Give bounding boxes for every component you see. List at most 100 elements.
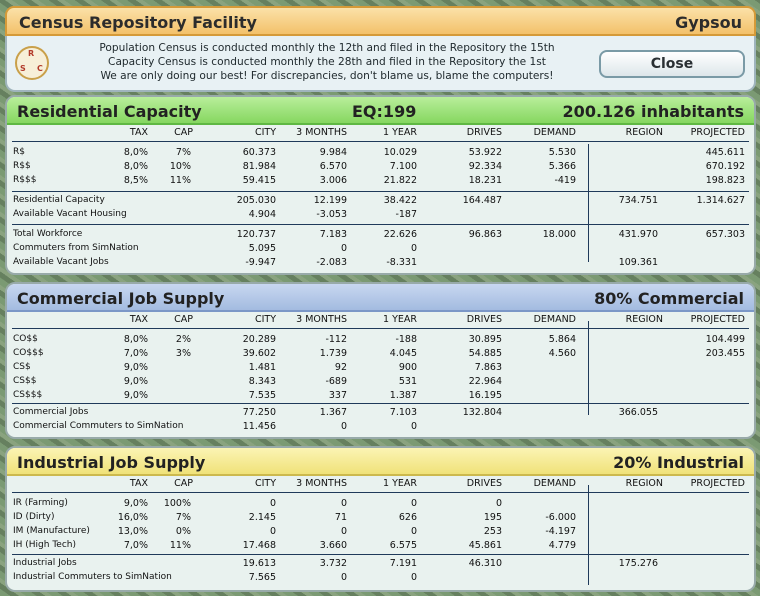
panel-summary: 200.126 inhabitants [562,102,744,121]
cell-city: 17.468 [242,540,276,551]
cell-m3: 0 [340,572,347,583]
table-divider [12,554,749,555]
panel-title: Residential Capacity [17,102,202,121]
cell-city: 59.415 [242,175,276,186]
cell-city: 11.456 [242,421,276,432]
close-button[interactable]: Close [599,50,745,78]
column-header: 1 YEAR [383,478,417,489]
cell-demand: -419 [554,175,576,186]
column-header: DEMAND [533,314,576,325]
cell-m3: -3.053 [316,209,347,220]
info-line: Population Census is conducted monthly t… [99,42,555,54]
census-info-text: Population Census is conducted monthly t… [67,41,587,83]
cell-tax: 9,0% [123,498,148,509]
column-header: CAP [174,478,193,489]
cell-region: 431.970 [618,229,658,240]
column-header: TAX [129,127,148,138]
cell-city: 1.481 [248,362,276,373]
cell-cap: 10% [169,161,191,172]
cell-cap: 11% [169,175,191,186]
cell-proj: 104.499 [705,334,745,345]
table-divider [588,321,589,415]
cell-cap: 0% [175,526,191,537]
row-label: IH (High Tech) [13,540,77,550]
cell-city: 81.984 [242,161,276,172]
cell-tax: 8,0% [123,161,148,172]
table-divider [12,492,749,493]
cell-y1: 531 [398,376,417,387]
row-label: Commercial Commuters to SimNation [13,421,184,431]
cell-demand: 5.530 [548,147,576,158]
cell-drives: 46.310 [468,558,502,569]
cell-drives: 7.863 [474,362,502,373]
cell-cap: 7% [175,147,191,158]
cell-demand: 5.864 [548,334,576,345]
row-label: CS$ [13,362,31,372]
row-label: IR (Farming) [13,498,68,508]
cell-y1: 21.822 [383,175,417,186]
row-label: Industrial Commuters to SimNation [13,572,172,582]
row-label: R$$ [13,161,31,171]
row-label: Commercial Jobs [13,407,89,417]
cell-tax: 9,0% [123,362,148,373]
cell-m3: 3.732 [319,558,347,569]
column-header: TAX [129,314,148,325]
cell-y1: 38.422 [383,195,417,206]
cell-proj: 657.303 [705,229,745,240]
cell-demand: 18.000 [542,229,576,240]
residential-header: Residential Capacity EQ:199 200.126 inha… [7,97,754,125]
seal-letter: C [37,64,43,73]
cell-proj: 670.192 [705,161,745,172]
info-line: We are only doing our best! For discrepa… [100,70,554,82]
cell-proj: 198.823 [705,175,745,186]
row-label: Commuters from SimNation [13,243,139,253]
cell-m3: 3.660 [319,540,347,551]
cell-drives: 22.964 [468,376,502,387]
cell-y1: 900 [398,362,417,373]
cell-m3: -2.083 [316,257,347,268]
table-divider [12,224,749,225]
row-label: Total Workforce [13,229,83,239]
cell-y1: 0 [410,572,417,583]
cell-demand: 4.779 [548,540,576,551]
cell-m3: 1.367 [319,407,347,418]
panel-title: Commercial Job Supply [17,289,225,308]
cell-y1: 0 [410,526,417,537]
cell-proj: 1.314.627 [696,195,745,206]
cell-m3: -689 [325,376,347,387]
cell-city: 2.145 [248,512,276,523]
column-header: REGION [625,127,663,138]
column-header: DEMAND [533,127,576,138]
row-label: CO$$ [13,334,38,344]
cell-m3: 0 [340,526,347,537]
cell-drives: 92.334 [468,161,502,172]
cell-m3: 1.739 [319,348,347,359]
cell-drives: 96.863 [468,229,502,240]
cell-tax: 8,0% [123,334,148,345]
cell-cap: 7% [175,512,191,523]
cell-drives: 30.895 [468,334,502,345]
cell-drives: 132.804 [462,407,502,418]
column-header: 3 MONTHS [296,478,347,489]
commercial-panel: Commercial Job Supply 80% Commercial TAX… [5,282,756,439]
cell-tax: 9,0% [123,376,148,387]
panel-summary: 20% Industrial [613,453,744,472]
column-header: TAX [129,478,148,489]
cell-tax: 7,0% [123,348,148,359]
table-divider [12,191,749,192]
window-title-bar: Census Repository Facility Gypsou [5,6,756,36]
table-divider [12,141,749,142]
industrial-header: Industrial Job Supply 20% Industrial [7,448,754,476]
cell-demand: -6.000 [545,512,576,523]
column-header: CITY [254,478,276,489]
cell-y1: 7.191 [389,558,417,569]
eq-value: EQ:199 [352,102,417,121]
column-header: 3 MONTHS [296,127,347,138]
info-line: Capacity Census is conducted monthly the… [108,56,546,68]
window-title: Census Repository Facility [19,13,257,32]
cell-city: 77.250 [242,407,276,418]
cell-city: 7.565 [248,572,276,583]
cell-city: 0 [269,526,276,537]
cell-y1: 10.029 [383,147,417,158]
cell-city: 19.613 [242,558,276,569]
